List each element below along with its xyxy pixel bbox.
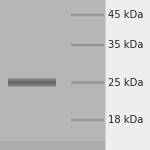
Text: 25 kDa: 25 kDa: [108, 78, 144, 87]
Bar: [8, 79, 56, 80]
Bar: [70, 119, 104, 120]
Bar: [8, 83, 56, 84]
Bar: [70, 122, 104, 123]
Bar: [70, 46, 104, 47]
Bar: [70, 82, 104, 83]
Bar: [0, 141, 105, 150]
Text: 45 kDa: 45 kDa: [108, 10, 143, 20]
Bar: [0, 0, 105, 150]
Bar: [70, 84, 104, 85]
Bar: [70, 47, 104, 48]
Bar: [8, 81, 56, 82]
Bar: [8, 85, 56, 86]
Bar: [70, 43, 104, 44]
Bar: [70, 83, 104, 84]
Bar: [8, 84, 56, 85]
Bar: [8, 86, 56, 87]
Bar: [70, 44, 104, 45]
Bar: [8, 82, 56, 83]
Text: 18 kDa: 18 kDa: [108, 115, 143, 125]
Text: 35 kDa: 35 kDa: [108, 40, 143, 50]
Bar: [70, 45, 104, 46]
Bar: [70, 121, 104, 122]
Bar: [8, 80, 56, 81]
Bar: [70, 117, 104, 118]
Bar: [70, 120, 104, 121]
Bar: [70, 12, 104, 13]
Bar: [70, 42, 104, 43]
Bar: [70, 13, 104, 14]
Bar: [70, 80, 104, 81]
Bar: [70, 15, 104, 16]
Bar: [70, 118, 104, 119]
Bar: [70, 17, 104, 18]
Bar: [8, 78, 56, 79]
Bar: [70, 16, 104, 17]
Bar: [70, 81, 104, 82]
Bar: [70, 14, 104, 15]
